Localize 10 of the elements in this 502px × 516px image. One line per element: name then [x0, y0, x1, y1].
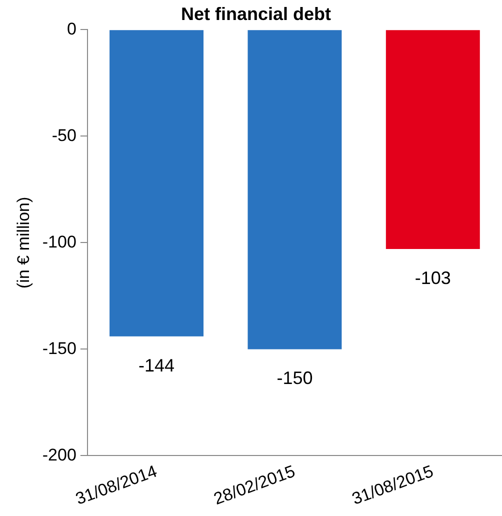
- data-label: -144: [138, 355, 175, 376]
- y-tick-label: -150: [42, 338, 76, 358]
- y-tick-label: -200: [42, 445, 76, 464]
- y-tick-label: -50: [52, 126, 76, 145]
- y-tick-label: 0: [66, 19, 76, 38]
- chart-title: Net financial debt: [180, 4, 332, 24]
- data-label: -103: [414, 268, 451, 288]
- y-tick-label: -100: [42, 232, 76, 252]
- y-axis-title: (in € million): [14, 196, 33, 288]
- data-label: -150: [276, 368, 313, 388]
